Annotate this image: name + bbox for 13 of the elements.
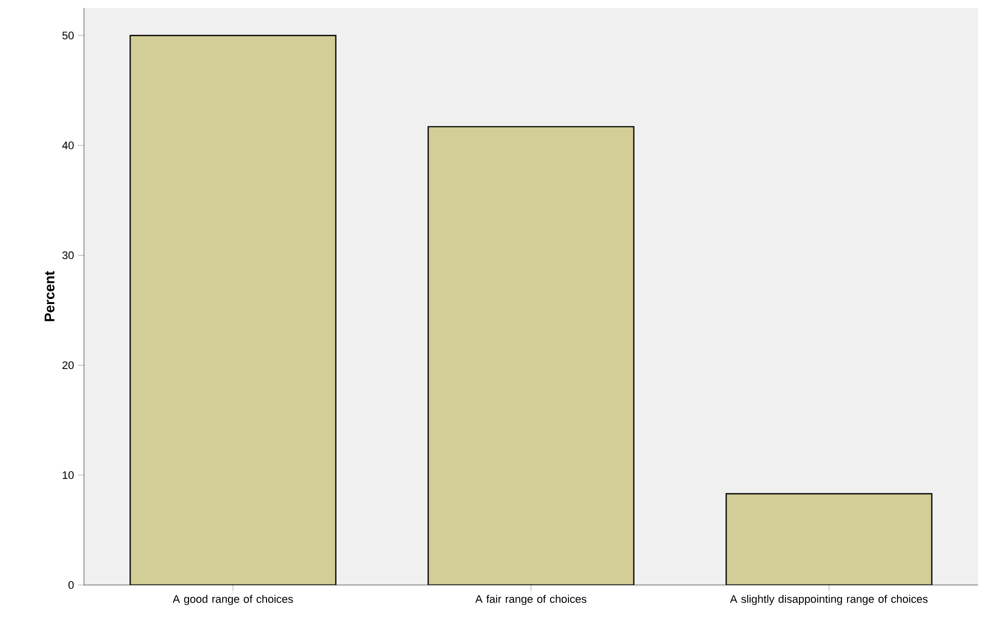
y-tick-label: 0 (68, 581, 74, 589)
y-tick-label: 40 (62, 142, 74, 150)
bar (130, 34, 336, 585)
x-tick-label: A slightly disappointing range of choices (730, 594, 928, 606)
bar (428, 126, 634, 585)
x-tick-label: A good range of choices (172, 594, 293, 606)
bar (726, 493, 932, 585)
y-tick-label: 30 (62, 251, 74, 260)
x-tick-label: A fair range of choices (475, 594, 586, 606)
y-tick-label: 20 (62, 361, 74, 370)
y-tick-label: 50 (62, 32, 74, 40)
y-tick-label: 10 (62, 471, 74, 479)
y-axis-title: Percent (44, 271, 54, 322)
